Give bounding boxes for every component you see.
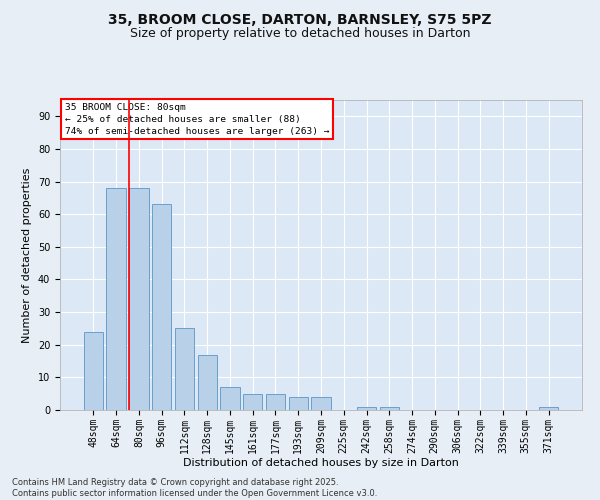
Bar: [152, 204, 172, 410]
Bar: [175, 328, 194, 410]
Text: Contains HM Land Registry data © Crown copyright and database right 2025.
Contai: Contains HM Land Registry data © Crown c…: [12, 478, 377, 498]
Bar: [84, 332, 103, 410]
Bar: [539, 406, 558, 410]
Bar: [357, 406, 376, 410]
Bar: [197, 354, 217, 410]
Bar: [380, 406, 399, 410]
Text: 35, BROOM CLOSE, DARTON, BARNSLEY, S75 5PZ: 35, BROOM CLOSE, DARTON, BARNSLEY, S75 5…: [108, 12, 492, 26]
Bar: [129, 188, 149, 410]
Bar: [106, 188, 126, 410]
Bar: [266, 394, 285, 410]
Bar: [311, 397, 331, 410]
Bar: [220, 387, 239, 410]
Bar: [243, 394, 262, 410]
Bar: [289, 397, 308, 410]
Y-axis label: Number of detached properties: Number of detached properties: [22, 168, 32, 342]
Text: 35 BROOM CLOSE: 80sqm
← 25% of detached houses are smaller (88)
74% of semi-deta: 35 BROOM CLOSE: 80sqm ← 25% of detached …: [65, 103, 330, 136]
X-axis label: Distribution of detached houses by size in Darton: Distribution of detached houses by size …: [183, 458, 459, 468]
Text: Size of property relative to detached houses in Darton: Size of property relative to detached ho…: [130, 28, 470, 40]
